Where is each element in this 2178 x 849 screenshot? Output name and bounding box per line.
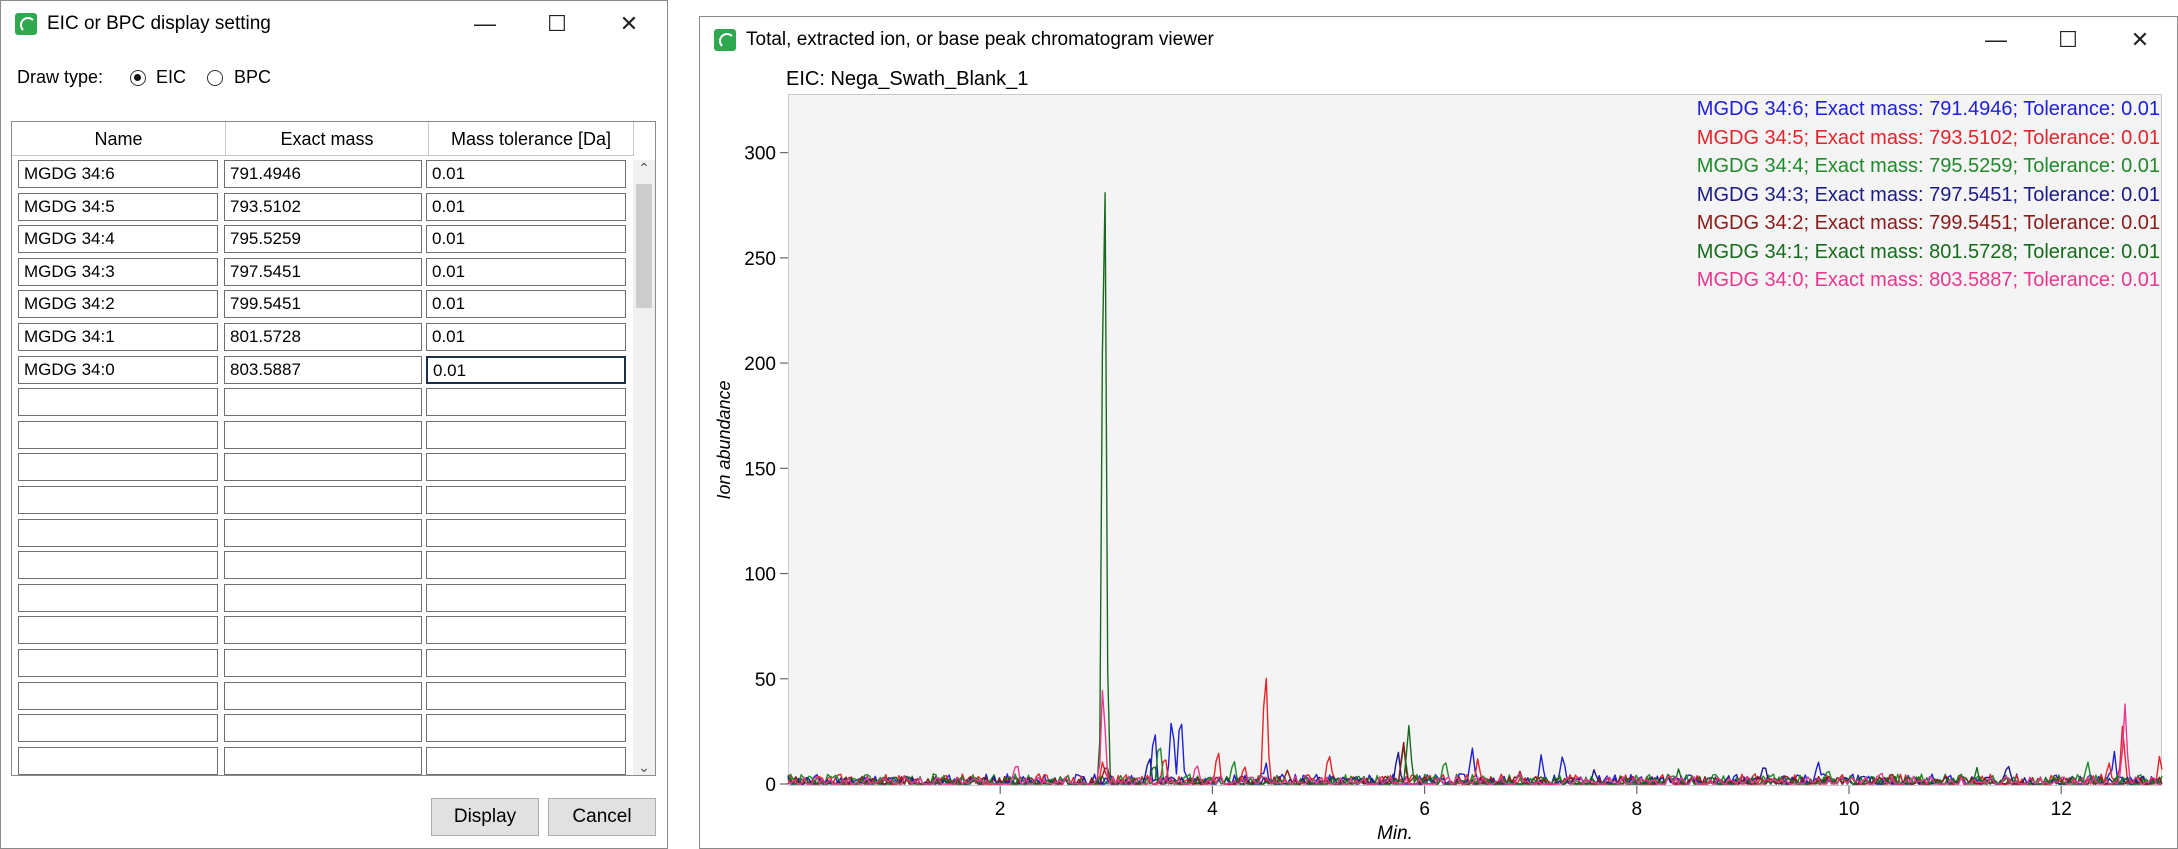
name-cell[interactable] xyxy=(18,420,218,449)
name-cell[interactable] xyxy=(18,746,218,775)
radio-bpc[interactable] xyxy=(207,70,223,86)
legend-entry: MGDG 34:1; Exact mass: 801.5728; Toleran… xyxy=(1696,240,2160,263)
tolerance-cell[interactable] xyxy=(426,746,626,775)
dialog-title: EIC or BPC display setting xyxy=(47,13,271,34)
tolerance-cell[interactable] xyxy=(426,649,626,677)
name-cell[interactable] xyxy=(18,453,218,482)
tolerance-cell[interactable] xyxy=(426,453,626,482)
viewer-title: Total, extracted ion, or base peak chrom… xyxy=(746,29,1214,50)
scroll-up-icon[interactable]: ⌃ xyxy=(638,160,650,176)
close-button[interactable]: ✕ xyxy=(2130,27,2150,52)
name-cell[interactable]: MGDG 34:6 xyxy=(18,160,218,188)
tolerance-cell[interactable]: 0.01 xyxy=(426,290,626,319)
cancel-button[interactable]: Cancel xyxy=(548,798,656,836)
radio-eic-label[interactable]: EIC xyxy=(156,67,187,87)
tolerance-cell[interactable] xyxy=(426,486,626,514)
legend-entry: MGDG 34:3; Exact mass: 797.5451; Toleran… xyxy=(1696,183,2160,206)
name-cell[interactable] xyxy=(18,583,218,612)
tolerance-cell[interactable]: 0.01 xyxy=(426,192,626,221)
name-cell[interactable] xyxy=(18,551,218,580)
tolerance-cell[interactable]: 0.01 xyxy=(426,355,626,384)
legend-entry: MGDG 34:6; Exact mass: 791.4946; Toleran… xyxy=(1696,98,2160,120)
column-header-exact-mass[interactable]: Exact mass xyxy=(226,122,429,156)
mass-table: Name Exact mass Mass tolerance [Da] MGDG… xyxy=(11,121,656,776)
name-cell[interactable] xyxy=(18,616,218,645)
tolerance-cell[interactable] xyxy=(426,551,626,580)
legend-entry: MGDG 34:4; Exact mass: 795.5259; Toleran… xyxy=(1696,155,2160,177)
name-cell[interactable] xyxy=(18,486,218,514)
exact-mass-cell[interactable] xyxy=(224,518,422,547)
exact-mass-cell[interactable]: 791.4946 xyxy=(224,160,422,188)
name-cell[interactable]: MGDG 34:2 xyxy=(18,290,218,319)
exact-mass-cell[interactable] xyxy=(224,616,422,645)
legend-entry: MGDG 34:2; Exact mass: 799.5451; Toleran… xyxy=(1696,212,2160,234)
dialog-titlebar: EIC or BPC display setting — ☐ ✕ xyxy=(1,1,667,47)
minimize-button[interactable]: — xyxy=(474,11,496,36)
name-cell[interactable]: MGDG 34:4 xyxy=(18,225,218,254)
app-icon xyxy=(714,29,736,51)
maximize-button[interactable]: ☐ xyxy=(547,11,567,36)
maximize-button[interactable]: ☐ xyxy=(2058,27,2078,52)
exact-mass-cell[interactable] xyxy=(224,649,422,677)
exact-mass-cell[interactable] xyxy=(224,551,422,580)
close-button[interactable]: ✕ xyxy=(619,11,639,36)
table-scrollbar[interactable]: ⌃ ⌄ xyxy=(633,160,655,775)
exact-mass-cell[interactable]: 799.5451 xyxy=(224,290,422,319)
display-button[interactable]: Display xyxy=(431,798,539,836)
eic-bpc-settings-dialog: EIC or BPC display setting — ☐ ✕ Draw ty… xyxy=(0,0,668,849)
draw-type-label: Draw type: xyxy=(17,67,104,87)
exact-mass-cell[interactable] xyxy=(224,681,422,710)
tolerance-cell[interactable]: 0.01 xyxy=(426,323,626,351)
name-cell[interactable] xyxy=(18,518,218,547)
name-cell[interactable] xyxy=(18,388,218,417)
tolerance-cell[interactable]: 0.01 xyxy=(426,160,626,188)
exact-mass-cell[interactable]: 801.5728 xyxy=(224,323,422,351)
exact-mass-cell[interactable] xyxy=(224,746,422,775)
column-header-mass-tolerance[interactable]: Mass tolerance [Da] xyxy=(429,122,634,156)
name-cell[interactable]: MGDG 34:5 xyxy=(18,192,218,221)
app-icon xyxy=(15,13,37,35)
tolerance-cell[interactable] xyxy=(426,714,626,743)
name-cell[interactable]: MGDG 34:0 xyxy=(18,355,218,384)
exact-mass-cell[interactable] xyxy=(224,714,422,743)
tolerance-cell[interactable] xyxy=(426,420,626,449)
chart-title: EIC: Nega_Swath_Blank_1 xyxy=(786,68,1029,90)
exact-mass-cell[interactable]: 803.5887 xyxy=(224,355,422,384)
name-cell[interactable]: MGDG 34:3 xyxy=(18,257,218,286)
exact-mass-cell[interactable] xyxy=(224,583,422,612)
scroll-thumb[interactable] xyxy=(636,184,652,308)
tolerance-cell[interactable] xyxy=(426,518,626,547)
name-cell[interactable] xyxy=(18,714,218,743)
exact-mass-cell[interactable]: 793.5102 xyxy=(224,192,422,221)
exact-mass-cell[interactable] xyxy=(224,388,422,417)
tolerance-cell[interactable]: 0.01 xyxy=(426,225,626,254)
exact-mass-cell[interactable]: 797.5451 xyxy=(224,257,422,286)
exact-mass-cell[interactable]: 795.5259 xyxy=(224,225,422,254)
legend-entry: MGDG 34:0; Exact mass: 803.5887; Toleran… xyxy=(1696,269,2160,291)
viewer-titlebar: Total, extracted ion, or base peak chrom… xyxy=(700,17,2177,63)
exact-mass-cell[interactable] xyxy=(224,453,422,482)
tolerance-cell[interactable] xyxy=(426,583,626,612)
tolerance-cell[interactable] xyxy=(426,616,626,645)
name-cell[interactable]: MGDG 34:1 xyxy=(18,323,218,351)
tolerance-cell[interactable]: 0.01 xyxy=(426,257,626,286)
name-cell[interactable] xyxy=(18,681,218,710)
tolerance-cell[interactable] xyxy=(426,681,626,710)
column-header-name[interactable]: Name xyxy=(12,122,226,156)
tolerance-cell[interactable] xyxy=(426,388,626,417)
legend-entry: MGDG 34:5; Exact mass: 793.5102; Toleran… xyxy=(1696,126,2160,149)
radio-eic[interactable] xyxy=(130,70,146,86)
radio-bpc-label[interactable]: BPC xyxy=(234,67,272,87)
minimize-button[interactable]: — xyxy=(1985,27,2007,52)
scroll-down-icon[interactable]: ⌄ xyxy=(638,759,650,775)
name-cell[interactable] xyxy=(18,649,218,677)
exact-mass-cell[interactable] xyxy=(224,486,422,514)
exact-mass-cell[interactable] xyxy=(224,420,422,449)
